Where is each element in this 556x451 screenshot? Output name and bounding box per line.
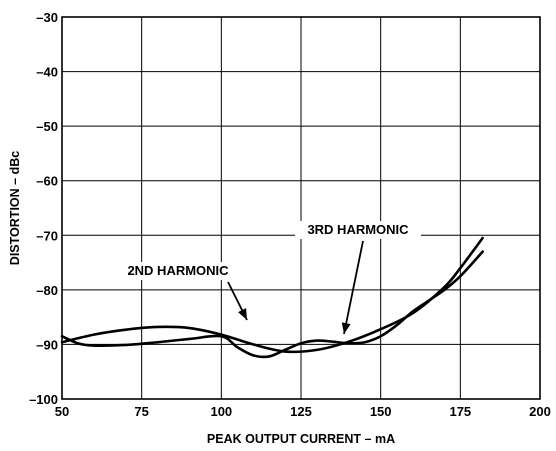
annotations: 2ND HARMONIC 3RD HARMONIC (118, 221, 421, 335)
x-tick-label: 75 (134, 404, 148, 419)
x-tick-label: 200 (529, 404, 551, 419)
y-tick-label: –80 (36, 283, 58, 298)
y-tick-label: –100 (29, 392, 58, 407)
x-tick-label: 50 (55, 404, 69, 419)
grid (62, 17, 540, 399)
x-tick-label: 150 (370, 404, 392, 419)
y-tick-label: –70 (36, 228, 58, 243)
plot-frame (61, 16, 541, 400)
annotation-label: 2ND HARMONIC (127, 263, 229, 278)
annotation-arrow-head (341, 322, 351, 334)
annotation-bg (295, 221, 421, 239)
x-axis-title: PEAK OUTPUT CURRENT – mA (207, 432, 395, 446)
x-tick-label: 175 (449, 404, 471, 419)
annotation-arrow-line (343, 240, 364, 335)
y-tick-label: –30 (36, 10, 58, 25)
annotation-arrow-head (238, 308, 247, 320)
y-axis-title: DISTORTION – dBc (8, 151, 22, 265)
y-tick-label: –50 (36, 119, 58, 134)
y-tick-label: –40 (36, 65, 58, 80)
x-tick-label: 100 (210, 404, 232, 419)
annotation-bg (118, 262, 238, 280)
tick-labels: 50 75 100 125 150 175 200 –30 –40 –50 –60 –70 –80 –90… (29, 10, 551, 419)
y-tick-label: –60 (36, 174, 58, 189)
y-tick-label: –90 (36, 337, 58, 352)
series-lines (60, 236, 484, 359)
annotation-label: 3RD HARMONIC (307, 222, 409, 237)
x-tick-label: 125 (290, 404, 312, 419)
series-line-3rd-harmonic (60, 250, 484, 359)
series-line-2nd-harmonic (60, 236, 484, 354)
